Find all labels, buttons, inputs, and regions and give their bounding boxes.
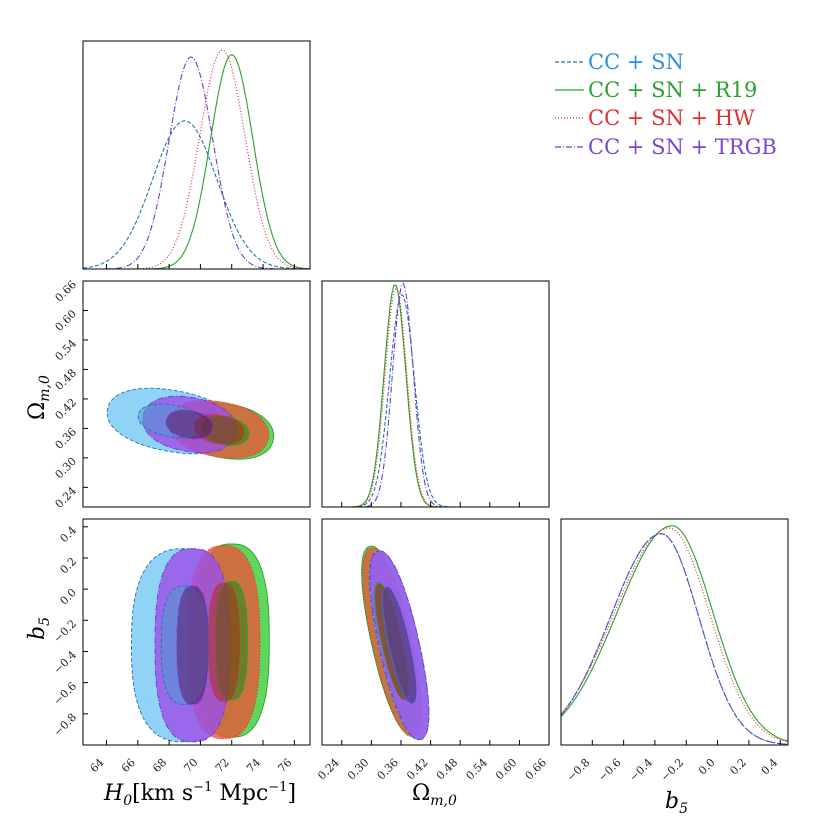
x-tick-label: 66 [119,756,138,775]
y-tick-label: −0.6 [51,680,79,708]
marginal-curve [561,525,788,742]
marginal-curve [322,293,549,507]
x-tick-label: 0.4 [759,756,781,778]
x-tick-label: −0.4 [627,756,655,784]
legend-entry: CC + SN + R19 [555,78,757,102]
x-tick-label: 0.2 [727,756,749,778]
x-tick-label: 0.36 [375,756,402,783]
contour-panel [361,545,430,741]
panel-frame [321,280,550,508]
y-tick-label: −0.2 [51,617,79,645]
legend-entry: CC + SN [555,50,684,74]
x-tick-label: 0.60 [493,756,520,783]
marginal-curve [83,56,310,269]
marginal-curve [83,120,310,269]
x-tick-label: 0.24 [315,756,342,783]
x-tick-label: 74 [244,756,263,775]
contour-68-cc-sn-trgb [382,586,417,704]
marginal-curve [83,54,310,269]
marginal-curve [561,527,788,743]
x-tick-label: 0.54 [463,756,490,783]
legend-label: CC + SN + TRGB [588,135,777,159]
x-tick-label: −0.2 [658,756,686,784]
x-tick-label: −0.6 [596,756,624,784]
y-tick-label: −0.4 [51,648,79,676]
x-tick-label: 64 [88,756,107,775]
y-tick-label: 0.42 [53,396,80,423]
xlabel-h0: H0[km s−1 Mpc−1] [103,780,296,809]
ylabel-b5: b5 [25,617,53,640]
x-tick-label: 0.0 [696,756,718,778]
legend-label: CC + SN + HW [588,106,755,130]
contour-68-cc-sn-trgb [176,585,209,705]
marginal-curve [322,286,549,507]
marginal-curve [83,49,310,269]
y-tick-label: 0.54 [53,337,80,364]
y-tick-label: 0.24 [53,484,80,511]
legend: CC + SN CC + SN + R19 CC + SN + HW CC + … [555,50,777,159]
ylabel-omega: Ωm,0 [25,375,53,420]
y-tick-label: 0.66 [53,278,80,305]
contour-68-cc-sn-hw [207,582,241,702]
legend-label: CC + SN [588,50,684,74]
x-tick-label: 70 [181,756,200,775]
y-tick-label: 0.60 [53,307,80,334]
xlabel-b5: b5 [665,789,688,817]
y-tick-label: 0.0 [58,586,80,608]
marginal-H0 [83,49,310,269]
contour-panel [106,387,275,460]
x-tick-label: 76 [275,756,294,775]
contour-panel [131,543,270,743]
panel-frame [560,518,789,746]
x-tick-label: 0.66 [523,756,550,783]
y-tick-label: 0.2 [58,555,80,577]
x-tick-label: 0.42 [404,756,431,783]
panel-frame [82,40,311,270]
y-tick-label: 0.48 [53,366,80,393]
legend-entry: CC + SN + TRGB [555,135,777,159]
legend-label: CC + SN + R19 [588,78,757,102]
x-tick-label: −0.8 [564,756,592,784]
xlabel-omega: Ωm,0 [412,781,457,809]
marginal-curve [561,533,788,745]
y-tick-label: 0.36 [53,425,80,452]
marginal-curve [322,284,549,507]
panel-frame [82,280,311,508]
y-tick-label: 0.30 [53,455,80,482]
marginal-Omega_m0 [322,282,549,507]
panel-frame [82,518,311,746]
contour-68-cc-sn-trgb [165,409,214,440]
marginal-curve [322,282,549,507]
y-tick-label: −0.8 [51,711,79,739]
x-tick-label: 0.30 [345,756,372,783]
x-tick-label: 68 [150,756,169,775]
x-tick-label: 0.48 [434,756,461,783]
legend-entry: CC + SN + HW [555,106,755,130]
marginal-curve [561,533,788,745]
marginal-b5 [561,525,788,745]
y-tick-label: 0.4 [58,524,80,546]
panel-frame [321,518,550,746]
x-tick-label: 72 [213,756,232,775]
